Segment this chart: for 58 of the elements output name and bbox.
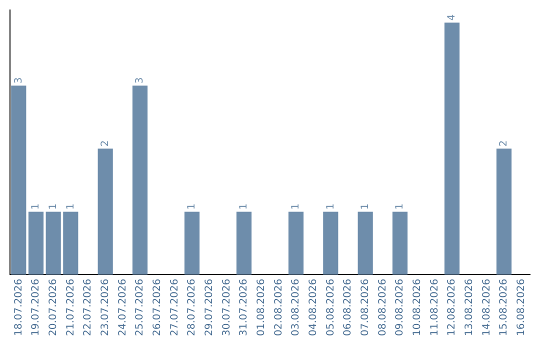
data-label: 4 [446,14,458,21]
data-label: 1 [325,203,336,210]
x-tick-label: 26.07.2026 [152,278,163,336]
data-label: 1 [360,203,371,210]
bar [392,212,408,275]
x-tick-label: 03.08.2026 [290,278,302,336]
x-tick-label: 21.07.2026 [65,278,76,336]
bar [98,148,113,275]
bar [288,212,304,275]
x-tick-label: 16.08.2026 [516,278,527,336]
x-tick-label: 02.08.2026 [273,278,284,336]
x-tick-label: 11.08.2026 [429,278,440,336]
x-tick-label: 30.07.2026 [221,278,232,336]
x-tick-label: 18.07.2026 [13,278,24,336]
x-tick-label: 15.08.2026 [498,278,510,336]
x-tick-label: 10.08.2026 [412,278,423,336]
x-tick-label: 31.07.2026 [238,278,250,336]
x-tick-label: 08.08.2026 [377,278,388,336]
bar [323,212,338,275]
data-label: 1 [186,203,198,210]
data-label: 1 [238,203,250,210]
bar [28,212,44,275]
x-tick-label: 19.07.2026 [30,278,42,336]
data-label: 1 [290,203,302,210]
bar [236,212,252,275]
data-label: 1 [394,203,406,210]
x-tick-label: 22.07.2026 [82,278,94,336]
x-tick-label: 04.08.2026 [308,278,319,336]
bar [358,212,373,275]
bar [46,212,61,275]
x-tick-label: 12.08.2026 [446,278,458,336]
bar [444,22,460,275]
bar [63,212,78,275]
data-label: 1 [30,203,42,210]
bar [11,86,26,275]
x-tick-label: 13.08.2026 [464,278,475,336]
x-tick-label: 14.08.2026 [481,278,492,336]
x-tick-label: 27.07.2026 [169,278,180,336]
x-tick-label: 29.07.2026 [204,278,215,336]
data-label: 1 [48,203,59,210]
x-tick-label: 24.07.2026 [117,278,128,336]
x-tick-label: 09.08.2026 [394,278,406,336]
x-tick-label: 28.07.2026 [186,278,198,336]
data-label: 1 [65,203,76,210]
bar [184,212,200,275]
x-tick-label: 01.08.2026 [256,278,267,336]
x-tick-label: 07.08.2026 [360,278,371,336]
x-tick-label: 25.07.2026 [134,278,146,336]
x-tick-label: 05.08.2026 [325,278,336,336]
x-tick-label: 23.07.2026 [100,278,111,336]
bar [132,86,148,275]
data-label: 3 [13,77,24,84]
x-tick-label: 06.08.2026 [342,278,354,336]
data-label: 3 [134,77,146,84]
x-tick-label: 20.07.2026 [48,278,59,336]
bar [496,148,512,275]
data-label: 2 [100,140,111,147]
data-label: 2 [498,140,510,147]
